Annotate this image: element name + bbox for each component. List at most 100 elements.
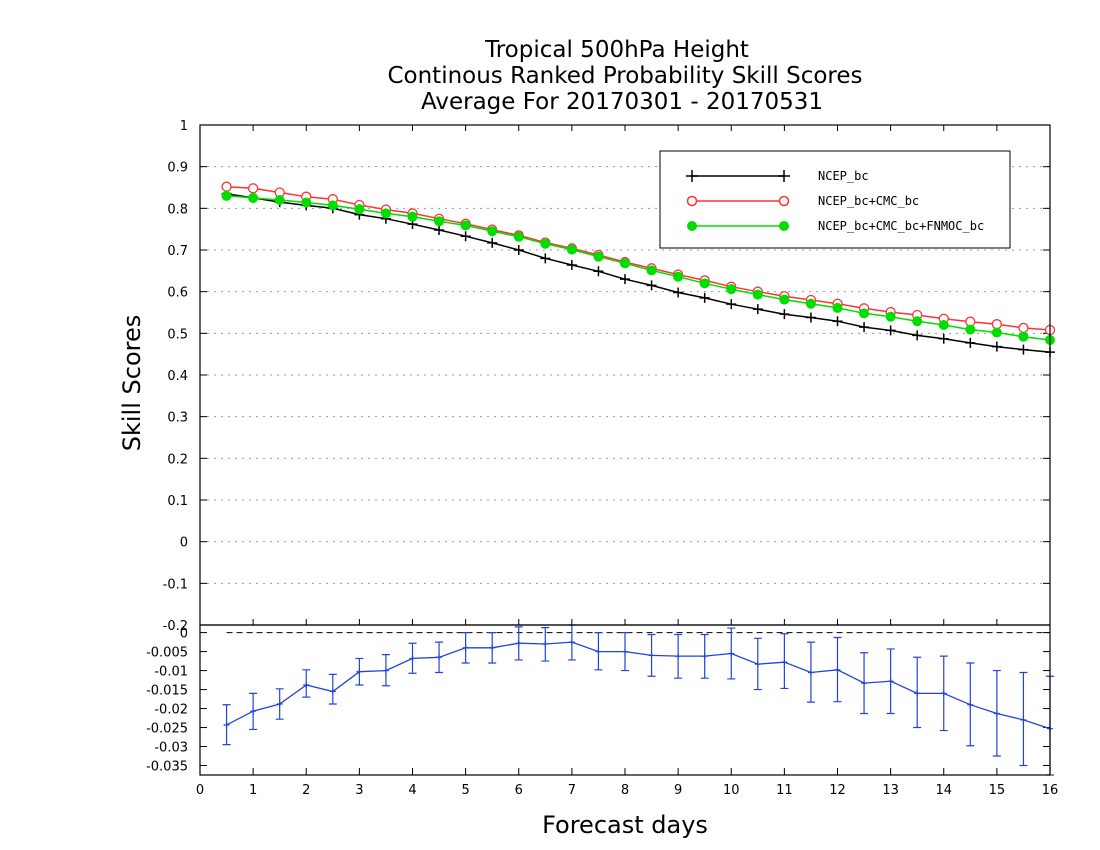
legend: NCEP_bc NCEP_bc+CMC_bc NCEP_bc+CMC_bc+FN… bbox=[659, 150, 1011, 249]
series-point-2 bbox=[991, 327, 1002, 338]
difference-point bbox=[622, 648, 628, 655]
series-point-0 bbox=[938, 333, 949, 344]
x-tick-label: 6 bbox=[515, 783, 523, 798]
x-tick-label: 7 bbox=[568, 783, 576, 798]
series-point-0 bbox=[991, 341, 1002, 352]
series-point-2 bbox=[646, 265, 657, 276]
difference-point bbox=[462, 644, 469, 651]
series-point-0 bbox=[832, 316, 843, 327]
main-y-tick-label: 0 bbox=[180, 536, 188, 551]
x-tick-label: 11 bbox=[776, 783, 793, 798]
x-tick-label: 14 bbox=[935, 783, 952, 798]
series-point-2 bbox=[380, 208, 391, 219]
legend-marker-ncep-cmc-left bbox=[686, 195, 698, 207]
title-line-2: Continous Ranked Probability Skill Score… bbox=[387, 63, 862, 89]
difference-point bbox=[861, 680, 868, 687]
main-y-tick-label: 0.5 bbox=[167, 327, 188, 342]
series-point-2 bbox=[327, 200, 338, 211]
series-point-0 bbox=[513, 245, 524, 255]
x-axis-label: Forecast days bbox=[542, 811, 708, 839]
legend-marker-ncep-bc bbox=[686, 170, 790, 182]
x-tick-label: 2 bbox=[302, 783, 310, 798]
series-point-1 bbox=[1018, 322, 1029, 334]
series-point-2 bbox=[248, 192, 259, 203]
series-point-0 bbox=[1018, 344, 1029, 355]
series-point-2 bbox=[699, 278, 710, 289]
series-point-2 bbox=[726, 284, 737, 295]
series-point-0 bbox=[460, 231, 471, 242]
main-y-axis-ticks: -0.2 -0.1 0 0.1 0.2 0.3 0.4 0.5 0.6 0.7 0.8 0.9 1 bbox=[163, 119, 1050, 634]
x-tick-label: 4 bbox=[408, 783, 416, 798]
series-point-2 bbox=[938, 320, 949, 330]
series-point-2 bbox=[566, 244, 577, 255]
difference-y-tick-label: -0.035 bbox=[146, 760, 188, 775]
series-point-0 bbox=[752, 304, 763, 315]
x-tick-label: 3 bbox=[355, 783, 363, 798]
series-point-2 bbox=[460, 220, 471, 231]
main-y-tick-label: 0.6 bbox=[167, 286, 188, 301]
difference-point bbox=[568, 639, 575, 646]
legend-label-ncep-cmc: NCEP_bc+CMC_bc bbox=[818, 194, 919, 208]
difference-line-0 bbox=[226, 641, 1051, 730]
main-y-tick-label: 0.8 bbox=[167, 202, 188, 217]
series-point-2 bbox=[965, 324, 976, 335]
x-tick-label: 12 bbox=[829, 783, 846, 798]
difference-point bbox=[993, 710, 1000, 717]
y-axis-label: Skill Scores bbox=[118, 315, 146, 452]
series-point-0 bbox=[859, 322, 870, 333]
series-point-2 bbox=[593, 251, 604, 262]
series-point-0 bbox=[699, 292, 710, 303]
difference-point bbox=[648, 652, 655, 659]
series-point-2 bbox=[832, 302, 843, 313]
series-point-0 bbox=[726, 299, 737, 310]
legend-entry-ncep-bc: NCEP_bc bbox=[686, 169, 869, 183]
legend-entry-ncep-cmc-fnmoc: NCEP_bc+CMC_bc+FNMOC_bc bbox=[687, 219, 984, 233]
main-y-tick-label: 0.7 bbox=[167, 244, 188, 259]
series-point-2 bbox=[540, 238, 551, 249]
difference-point bbox=[223, 721, 230, 728]
series-point-0 bbox=[487, 237, 498, 248]
main-plot-panel: -0.2 -0.1 0 0.1 0.2 0.3 0.4 0.5 0.6 0.7 0.8 0.9 1 bbox=[163, 119, 1056, 634]
main-y-tick-label: 0.9 bbox=[167, 161, 188, 176]
difference-y-tick-label: -0.01 bbox=[154, 665, 188, 680]
series-point-2 bbox=[752, 289, 763, 300]
legend-marker-ncep-cmc-right bbox=[778, 195, 790, 207]
main-series-layer bbox=[221, 181, 1056, 358]
series-point-1 bbox=[221, 181, 232, 192]
difference-point bbox=[728, 650, 735, 657]
series-point-2 bbox=[885, 311, 896, 322]
series-point-2 bbox=[221, 190, 232, 201]
series-point-2 bbox=[859, 308, 870, 319]
difference-point bbox=[754, 661, 761, 668]
series-point-0 bbox=[593, 266, 604, 277]
series-point-0 bbox=[912, 330, 923, 341]
series-point-2 bbox=[407, 211, 418, 222]
series-point-2 bbox=[274, 195, 285, 205]
difference-point bbox=[276, 700, 283, 707]
series-point-2 bbox=[805, 298, 816, 309]
difference-point bbox=[887, 678, 894, 685]
main-y-tick-label: 1 bbox=[180, 119, 188, 134]
series-point-2 bbox=[487, 226, 498, 237]
legend-box bbox=[659, 150, 1011, 249]
difference-point bbox=[542, 640, 549, 647]
series-point-0 bbox=[885, 325, 896, 336]
series-point-0 bbox=[566, 260, 577, 270]
x-tick-label: 15 bbox=[989, 783, 1006, 798]
main-y-tick-label: 0.4 bbox=[167, 369, 188, 384]
difference-point bbox=[382, 667, 389, 674]
legend-entry-ncep-cmc: NCEP_bc+CMC_bc bbox=[686, 194, 919, 208]
title-line-1: Tropical 500hPa Height bbox=[484, 37, 749, 63]
difference-point bbox=[675, 653, 682, 660]
difference-point bbox=[834, 666, 841, 673]
legend-label-ncep-bc: NCEP_bc bbox=[818, 169, 869, 183]
difference-point bbox=[807, 669, 814, 676]
difference-point bbox=[940, 690, 947, 697]
difference-point bbox=[329, 688, 336, 695]
x-tick-label: 13 bbox=[882, 783, 899, 798]
x-tick-label: 9 bbox=[674, 783, 682, 798]
series-point-0 bbox=[540, 253, 551, 264]
legend-marker-ncep-cmc-fnmoc-right bbox=[779, 221, 789, 231]
legend-marker-ncep-cmc-fnmoc-left bbox=[687, 221, 697, 231]
